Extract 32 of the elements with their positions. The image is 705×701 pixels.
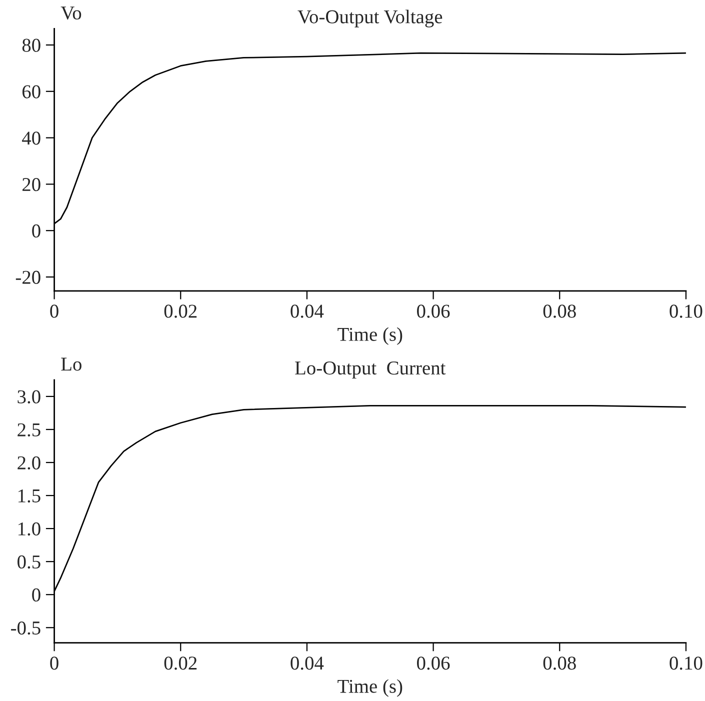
x-tick-label: 0.10 xyxy=(670,304,702,318)
y-axis-title: Vo xyxy=(60,6,82,20)
x-tick-label: 0.02 xyxy=(164,304,197,318)
y-tick-label: 1.0 xyxy=(18,522,40,536)
x-tick-label: 0.02 xyxy=(164,656,197,670)
x-tick-label: 0 xyxy=(50,656,58,670)
chart-title: Vo-Output Voltage xyxy=(298,10,442,28)
y-tick-label: 3.0 xyxy=(18,390,40,404)
y-tick-label: 2.5 xyxy=(18,423,40,436)
y-tick-label: 80 xyxy=(22,38,40,52)
y-tick-label: 0.5 xyxy=(18,555,40,569)
y-tick-label: 2.0 xyxy=(18,456,40,470)
x-tick-label: 0.06 xyxy=(417,304,450,318)
y-axis-title: Lo xyxy=(61,358,82,371)
x-tick-label: 0.06 xyxy=(417,656,450,670)
y-tick-label: -20 xyxy=(16,270,40,284)
x-axis-title: Time (s) xyxy=(338,679,402,697)
y-tick-label: 40 xyxy=(22,132,40,145)
x-tick-label: 0.04 xyxy=(290,304,324,318)
y-tick-label: 0 xyxy=(32,224,40,238)
y-tick-label: -0.5 xyxy=(11,621,40,635)
x-tick-label: 0.04 xyxy=(290,656,324,670)
chart-title: Lo-Output Current xyxy=(295,362,446,379)
x-tick-label: 0.08 xyxy=(543,304,576,318)
x-axis-title: Time (s) xyxy=(338,327,402,345)
x-tick-label: 0 xyxy=(50,304,58,318)
x-tick-label: 0.10 xyxy=(670,656,702,670)
y-tick-label: 60 xyxy=(22,85,40,98)
y-tick-label: 0 xyxy=(32,588,40,602)
y-tick-label: 20 xyxy=(22,178,40,192)
y-tick-label: 1.5 xyxy=(18,489,40,503)
x-tick-label: 0.08 xyxy=(543,656,576,670)
